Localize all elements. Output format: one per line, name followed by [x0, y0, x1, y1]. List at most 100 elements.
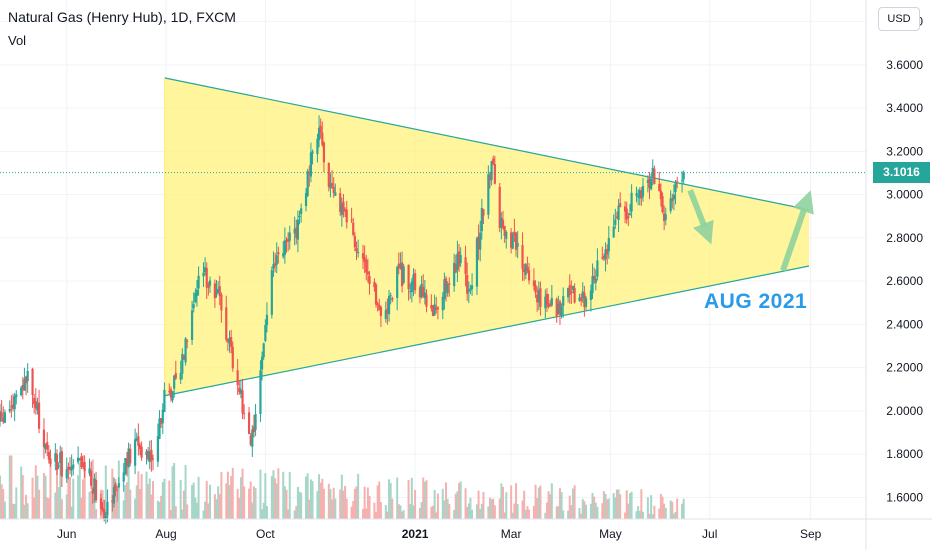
- volume-bar: [412, 505, 415, 519]
- candle-body: [501, 220, 505, 228]
- volume-bar: [549, 494, 552, 519]
- candle-body: [661, 196, 664, 213]
- volume-bar: [638, 511, 641, 519]
- volume-bar: [606, 499, 609, 519]
- volume-bar: [13, 504, 16, 519]
- volume-bar: [458, 483, 461, 519]
- candle-body: [151, 458, 155, 460]
- volume-bar: [672, 513, 675, 519]
- candle-body: [479, 232, 482, 250]
- candle-body: [567, 287, 570, 298]
- volume-bar: [194, 497, 197, 519]
- volume-bar: [12, 503, 15, 519]
- volume-bar: [477, 490, 480, 519]
- volume-bar: [635, 511, 638, 519]
- volume-bar: [379, 502, 382, 519]
- candle-body: [231, 346, 234, 369]
- candle-body: [503, 226, 506, 237]
- volume-bar: [435, 512, 438, 519]
- candle-body: [350, 219, 353, 221]
- volume-bar: [300, 492, 303, 519]
- candle-body: [145, 451, 148, 455]
- triangle-fill: [164, 77, 810, 396]
- time-tick-label: Jun: [57, 527, 76, 541]
- volume-bar: [493, 505, 496, 519]
- candle-body: [306, 171, 309, 197]
- candle-body: [363, 257, 366, 262]
- candle-body: [412, 274, 415, 284]
- candle-body: [669, 198, 672, 212]
- candle-body: [171, 391, 174, 401]
- volume-bar: [650, 495, 653, 519]
- volume-bar: [215, 499, 218, 519]
- candle-body: [602, 255, 606, 259]
- volume-bar: [353, 488, 356, 519]
- annotation-text[interactable]: AUG 2021: [704, 290, 808, 313]
- volume-bar: [375, 511, 378, 519]
- candle-body: [443, 279, 446, 300]
- volume-bar: [591, 492, 594, 519]
- volume-bar: [384, 505, 387, 519]
- volume-bar: [445, 482, 448, 519]
- candle-body: [511, 234, 514, 249]
- volume-bar: [114, 479, 117, 519]
- volume-bar: [197, 476, 200, 519]
- time-tick-label: Oct: [256, 527, 275, 541]
- candle-body: [265, 314, 269, 326]
- volume-bar: [500, 483, 503, 519]
- candle-body: [270, 270, 273, 315]
- candle-body: [283, 240, 286, 256]
- volume-bar: [15, 487, 18, 519]
- volume-bar: [259, 469, 262, 519]
- candle-body: [418, 287, 422, 298]
- volume-bar: [557, 505, 560, 519]
- candle-body: [47, 451, 50, 460]
- symmetrical-triangle-drawing[interactable]: [163, 77, 810, 397]
- time-axis[interactable]: Jun Aug Oct 2021 Mar May Jul Sep: [57, 527, 822, 541]
- volume-bar: [277, 468, 280, 519]
- price-axis[interactable]: 1.6000 1.8000 2.0000 2.2000 2.4000 2.6000 2.80…: [886, 15, 923, 505]
- volume-bar: [674, 511, 677, 519]
- volume-bar: [160, 495, 163, 519]
- candle-body: [59, 452, 62, 464]
- candle-body: [57, 465, 60, 467]
- volume-bar: [158, 501, 161, 519]
- last-price-tag: 3.1016: [873, 162, 930, 184]
- projection-arrows[interactable]: [687, 189, 814, 272]
- candle-body: [487, 174, 490, 215]
- candle-body: [34, 401, 37, 409]
- volume-indicator-label[interactable]: Vol: [8, 33, 27, 48]
- candle-body: [90, 470, 93, 486]
- volume-bar: [532, 505, 535, 519]
- currency-badge[interactable]: USD: [878, 7, 920, 31]
- candle-body: [127, 448, 130, 468]
- candle-body: [454, 264, 457, 273]
- candle-body: [230, 337, 233, 347]
- candle-body: [150, 449, 153, 461]
- volume-bar: [249, 481, 252, 519]
- volume-bar: [436, 493, 439, 519]
- candle-body: [352, 222, 355, 236]
- candle-body: [534, 284, 537, 293]
- candle-body: [260, 356, 264, 370]
- candle-body: [68, 467, 72, 470]
- candle-body: [179, 372, 182, 380]
- candle-body: [345, 209, 348, 223]
- volume-bar: [275, 483, 278, 519]
- volume-bar: [490, 499, 493, 519]
- candle-body: [220, 294, 223, 311]
- candle-body: [70, 466, 73, 471]
- volume-bar: [487, 506, 490, 519]
- candle-body: [453, 262, 456, 287]
- volume-bar: [596, 506, 599, 519]
- volume-bar: [285, 489, 288, 519]
- volume-bar: [659, 493, 662, 519]
- candle-body: [627, 216, 630, 218]
- volume-bar: [498, 498, 501, 519]
- candle-body: [72, 464, 75, 469]
- volume-bar: [88, 491, 91, 519]
- candle-body: [558, 301, 562, 315]
- candle-body: [550, 297, 553, 306]
- arrow-shaft: [780, 206, 808, 272]
